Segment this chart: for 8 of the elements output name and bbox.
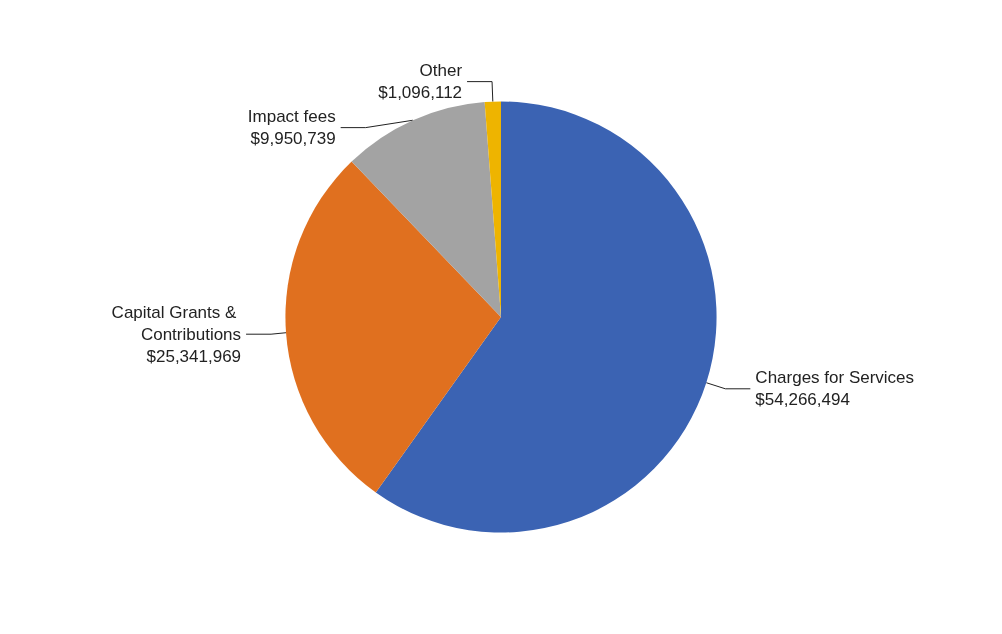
slice-label: Impact fees — [247, 107, 336, 127]
slice-label: Other — [419, 61, 463, 81]
data-label: $54,266,494 — [755, 390, 850, 410]
data-label: $9,950,739 — [250, 129, 336, 149]
slice-label: Capital Grants & Contributions — [111, 302, 242, 344]
data-label: $1,096,112 — [378, 83, 463, 103]
slice-label: Charges for Services — [755, 368, 915, 388]
data-label: $25,341,969 — [146, 346, 242, 366]
